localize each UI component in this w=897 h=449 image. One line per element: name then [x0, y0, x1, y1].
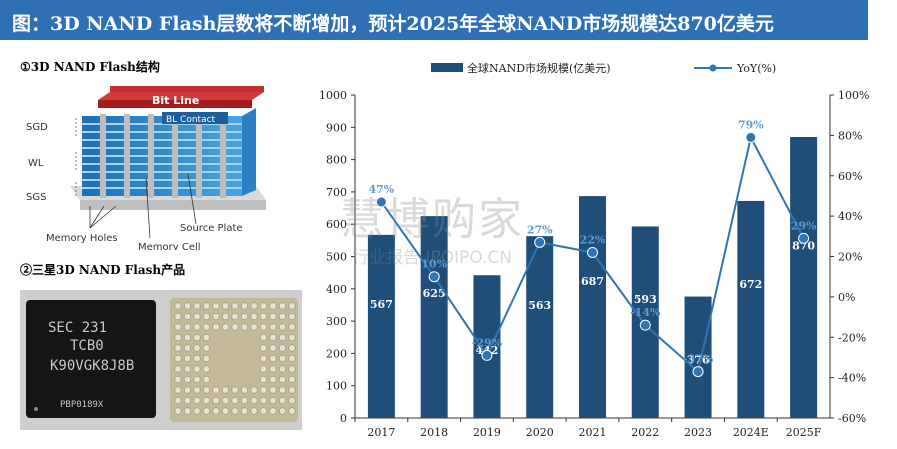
right-tick-label: 0% [838, 291, 855, 304]
bar [420, 216, 448, 418]
yoy-point [745, 131, 757, 143]
chip-text-line: SEC 231 [48, 320, 107, 336]
right-tick-label: 20% [838, 251, 862, 264]
right-tick-label: 40% [838, 210, 862, 223]
right-tick-label: -40% [838, 372, 866, 385]
legend-bar-label: 全球NAND市场规模(亿美元) [467, 61, 611, 75]
bar-value-label: 687 [581, 275, 604, 288]
x-tick-label: 2020 [526, 426, 554, 439]
left-tick-label: 600 [326, 218, 347, 231]
watermark: 慧博购家 [340, 194, 524, 245]
bar [684, 296, 712, 418]
right-tick-label: -20% [838, 331, 866, 344]
title-bar: 图：3D NAND Flash层数将不断增加，预计2025年全球NAND市场规模… [0, 0, 868, 40]
page-title: 图：3D NAND Flash层数将不断增加，预计2025年全球NAND市场规模… [12, 13, 774, 35]
x-tick-label: 2018 [420, 426, 448, 439]
bar-value-label: 563 [528, 299, 551, 312]
bar-value-label: 625 [423, 287, 446, 300]
left-tick-label: 0 [340, 412, 347, 425]
yoy-point [428, 271, 440, 283]
x-tick-label: 2021 [579, 426, 607, 439]
bit-line-label: Bit Line [152, 94, 199, 107]
yoy-value-label: 22% [580, 233, 606, 246]
left-tick-label: 700 [326, 186, 347, 199]
bar-value-label: 672 [739, 278, 762, 291]
bl-contact-label: BL Contact [166, 115, 216, 125]
memory-holes-label: Memory Holes [46, 233, 118, 244]
yoy-point [375, 196, 387, 208]
chart-legend: 全球NAND市场规模(亿美元) YoY(%) [431, 61, 776, 75]
left-tick-label: 300 [326, 315, 347, 328]
chip-top [26, 300, 156, 418]
left-tick-label: 400 [326, 283, 347, 296]
memory-stack [82, 108, 256, 198]
yoy-value-label: -14% [630, 306, 661, 319]
bar [367, 234, 395, 418]
chip-text-line: TCB0 [70, 338, 104, 354]
yoy-value-label: 27% [527, 223, 553, 236]
section-title-product: ②三星3D NAND Flash产品 [20, 263, 186, 277]
legend-line-label: YoY(%) [736, 62, 776, 75]
x-tick-label: 2017 [367, 426, 395, 439]
right-tick-label: 60% [838, 170, 862, 183]
x-tick-label: 2025F [786, 426, 822, 439]
bit-line-shape [98, 100, 252, 108]
chip-text-line: K90VGK8J8B [50, 358, 134, 374]
bar-value-label: 376 [687, 353, 710, 366]
yoy-point [692, 366, 704, 378]
x-tick-label: 2022 [631, 426, 659, 439]
bar-value-label: 567 [370, 298, 393, 311]
nand-structure-diagram: Bit Line BL Contact SGD WL SGS Memory Ho… [26, 86, 266, 250]
x-tick-label: 2019 [473, 426, 501, 439]
bar [473, 275, 501, 418]
bar-value-label: 593 [634, 293, 657, 306]
yoy-value-label: 79% [738, 118, 764, 131]
bar [790, 136, 818, 419]
watermark-sub: 行业报告 IPOIPO.CN [352, 248, 512, 268]
yoy-point [587, 246, 598, 258]
yoy-point [798, 232, 810, 244]
right-tick-label: 100% [838, 89, 869, 102]
yoy-value-label: 10% [421, 258, 447, 271]
memory-cell-label: Memory Cell [138, 242, 201, 250]
left-tick-label: 500 [326, 251, 347, 264]
yoy-value-label: -37% [683, 353, 714, 366]
yoy-point [481, 349, 493, 361]
yoy-point [534, 236, 546, 248]
yoy-value-label: 47% [369, 183, 395, 196]
legend-bar-swatch [431, 63, 463, 72]
yoy-value-label: -29% [472, 336, 503, 349]
source-plate-label: Source Plate [180, 223, 243, 234]
right-tick-label: -60% [838, 412, 866, 425]
wl-label: WL [28, 158, 44, 169]
left-tick-label: 900 [326, 121, 347, 134]
sgd-label: SGD [26, 122, 48, 133]
x-tick-label: 2023 [684, 426, 712, 439]
left-tick-label: 200 [326, 347, 347, 360]
chip-text-line: PBP0189X [60, 400, 104, 410]
bar [737, 200, 765, 418]
right-tick-label: 80% [838, 129, 862, 142]
bar [526, 236, 554, 418]
sgs-label: SGS [26, 192, 46, 203]
left-tick-label: 800 [326, 154, 347, 167]
bar [579, 196, 606, 418]
section-title-structure: ①3D NAND Flash结构 [20, 60, 160, 74]
yoy-value-label: 29% [791, 219, 817, 232]
left-tick-label: 100 [326, 380, 347, 393]
samsung-chip-photo: SEC 231 TCB0 K90VGK8J8B PBP0189X [20, 290, 302, 430]
x-tick-label: 2024E [733, 426, 769, 439]
left-tick-label: 1000 [319, 89, 347, 102]
yoy-point [639, 319, 651, 331]
bar-value-label: 870 [792, 239, 815, 252]
